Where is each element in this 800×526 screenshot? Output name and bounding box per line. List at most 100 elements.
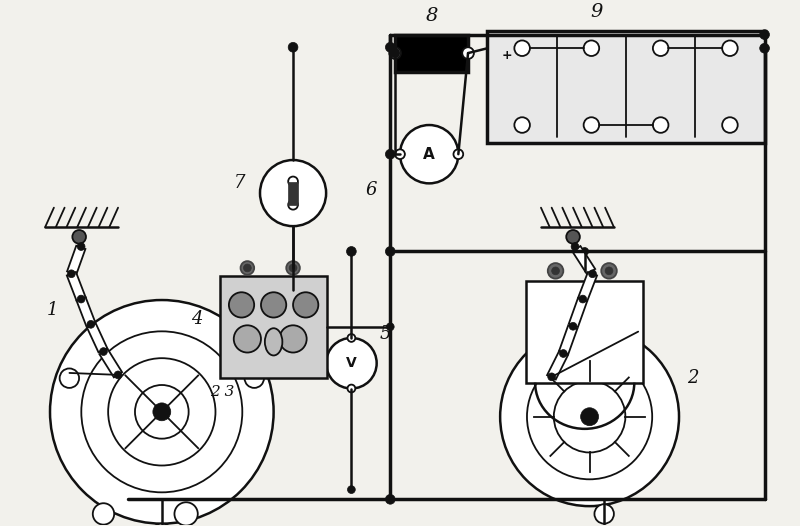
Circle shape [386, 323, 394, 331]
Circle shape [67, 270, 75, 278]
Text: 9: 9 [590, 3, 603, 21]
Bar [547, 351, 568, 380]
Bar [569, 298, 587, 327]
Bar [487, 31, 765, 143]
Text: 4: 4 [191, 310, 202, 328]
Circle shape [395, 149, 405, 159]
Bar [578, 272, 597, 301]
Circle shape [261, 292, 286, 318]
Circle shape [347, 385, 355, 392]
Circle shape [605, 267, 613, 275]
Circle shape [566, 230, 580, 244]
Circle shape [581, 408, 598, 426]
Circle shape [288, 177, 298, 186]
Circle shape [60, 368, 79, 388]
Circle shape [72, 230, 86, 244]
Circle shape [602, 263, 617, 279]
Circle shape [241, 261, 254, 275]
Bar [559, 326, 578, 355]
Circle shape [50, 300, 274, 524]
Circle shape [390, 48, 400, 58]
Circle shape [454, 149, 463, 159]
Circle shape [584, 41, 599, 56]
Circle shape [347, 485, 355, 493]
Circle shape [548, 263, 563, 279]
Circle shape [346, 247, 356, 256]
Circle shape [559, 350, 567, 357]
Text: 8: 8 [426, 7, 438, 25]
Circle shape [594, 504, 614, 524]
Circle shape [347, 385, 355, 392]
Text: V: V [346, 356, 357, 370]
Circle shape [174, 502, 198, 525]
Circle shape [571, 242, 579, 250]
Circle shape [462, 47, 474, 59]
Circle shape [99, 348, 107, 356]
Text: 6: 6 [365, 181, 377, 199]
Circle shape [386, 43, 395, 52]
Bar [67, 272, 86, 301]
Circle shape [289, 264, 297, 272]
Bar [99, 349, 122, 377]
Text: 2 3: 2 3 [210, 386, 234, 399]
Circle shape [288, 200, 298, 210]
Circle shape [114, 371, 122, 379]
Circle shape [386, 494, 395, 504]
Circle shape [400, 125, 458, 184]
Circle shape [279, 325, 306, 352]
Circle shape [243, 264, 251, 272]
Bar [77, 297, 95, 326]
Circle shape [395, 149, 405, 159]
Circle shape [760, 43, 770, 53]
Circle shape [260, 160, 326, 226]
Bar [526, 280, 643, 383]
Text: A: A [423, 147, 435, 161]
Circle shape [760, 30, 770, 39]
Circle shape [78, 242, 85, 250]
Circle shape [462, 47, 474, 59]
Text: 7: 7 [234, 174, 246, 193]
Bar [67, 246, 86, 275]
Text: +: + [502, 48, 512, 62]
Circle shape [722, 117, 738, 133]
Circle shape [245, 368, 264, 388]
Circle shape [288, 43, 298, 52]
Circle shape [234, 325, 261, 352]
Text: 1: 1 [46, 301, 58, 319]
Circle shape [653, 117, 669, 133]
Circle shape [150, 524, 174, 526]
Circle shape [293, 292, 318, 318]
Circle shape [78, 295, 85, 303]
Bar [288, 183, 298, 205]
Bar [220, 276, 327, 378]
Bar [572, 246, 595, 274]
Circle shape [589, 270, 596, 278]
Circle shape [229, 292, 254, 318]
Bar [395, 35, 468, 72]
Circle shape [722, 41, 738, 56]
Circle shape [581, 248, 589, 255]
Circle shape [584, 117, 599, 133]
Bar [87, 323, 107, 352]
Circle shape [93, 503, 114, 524]
Text: 2: 2 [687, 369, 698, 387]
Circle shape [653, 41, 669, 56]
Circle shape [514, 41, 530, 56]
Circle shape [386, 149, 395, 159]
Circle shape [347, 334, 355, 342]
Circle shape [569, 322, 577, 330]
Circle shape [386, 247, 395, 256]
Text: 5: 5 [380, 325, 391, 343]
Circle shape [390, 47, 401, 59]
Circle shape [347, 334, 355, 342]
Circle shape [87, 320, 94, 328]
Circle shape [390, 47, 401, 59]
Circle shape [552, 267, 559, 275]
Circle shape [454, 149, 463, 159]
Circle shape [514, 117, 530, 133]
Circle shape [579, 295, 586, 303]
Ellipse shape [265, 328, 282, 356]
Circle shape [153, 403, 170, 421]
Circle shape [500, 327, 679, 506]
Circle shape [326, 338, 377, 389]
